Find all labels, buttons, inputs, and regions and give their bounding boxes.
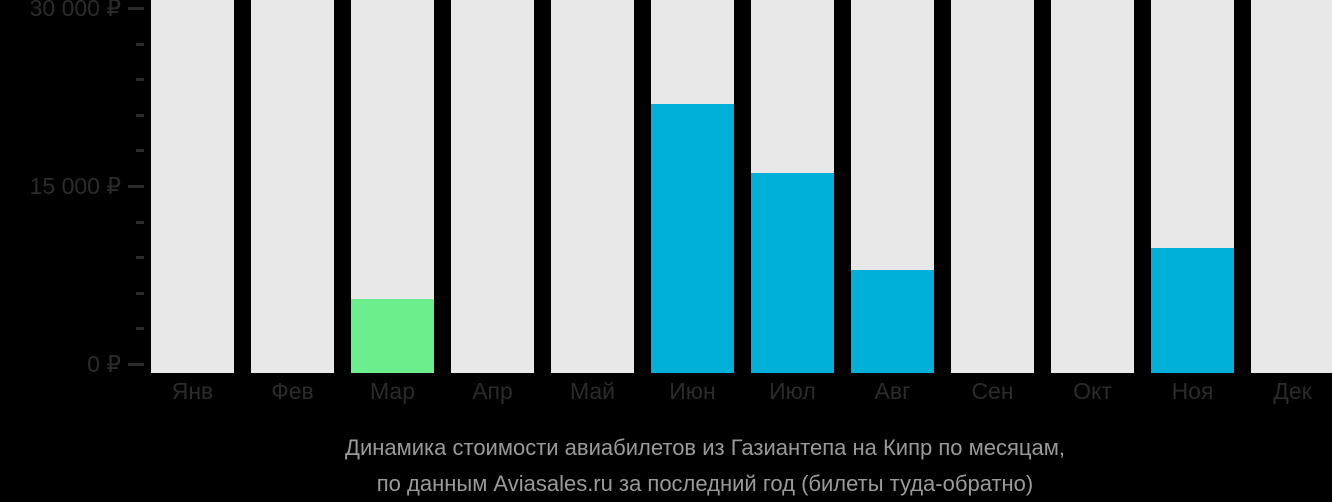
y-tick-minor	[136, 43, 144, 46]
chart-caption-line1: Динамика стоимости авиабилетов из Газиан…	[345, 435, 1065, 460]
bar-track	[151, 0, 234, 373]
y-tick-major	[128, 363, 144, 366]
bar-track	[951, 0, 1034, 373]
bar-column[interactable]: Мар	[351, 0, 434, 403]
x-tick-label: Июн	[669, 378, 716, 404]
bar-column[interactable]: Июл	[751, 0, 834, 403]
y-tick-minor	[136, 256, 144, 259]
chart-caption: Динамика стоимости авиабилетов из Газиан…	[78, 430, 1332, 502]
y-axis: 0 ₽ 15 000 ₽ 30 000 ₽	[0, 0, 151, 400]
y-tick-minor	[136, 327, 144, 330]
bar-column[interactable]: Ноя	[1151, 0, 1234, 403]
bar-track	[251, 0, 334, 373]
bar-column[interactable]: Июн	[651, 0, 734, 403]
bar-column[interactable]: Апр	[451, 0, 534, 403]
x-tick-label: Апр	[472, 378, 513, 404]
bar	[351, 299, 434, 373]
x-tick-label: Окт	[1073, 378, 1112, 404]
x-tick-label: Июл	[769, 378, 816, 404]
y-tick-major	[128, 7, 144, 10]
bars-area: Янв Фев Мар Апр Май Июн Июл Авг Сен Окт Ноя Дек	[151, 0, 1332, 403]
bar-column[interactable]: Май	[551, 0, 634, 403]
x-tick-label: Янв	[171, 378, 214, 404]
y-tick-major	[128, 185, 144, 188]
bar-column[interactable]: Авг	[851, 0, 934, 403]
y-tick-minor	[136, 78, 144, 81]
y-tick-label: 0 ₽	[87, 351, 121, 377]
y-tick-label: 15 000 ₽	[29, 173, 121, 199]
bar-column[interactable]: Окт	[1051, 0, 1134, 403]
y-tick-label: 30 000 ₽	[29, 0, 121, 21]
y-tick-minor	[136, 114, 144, 117]
x-tick-label: Дек	[1273, 378, 1312, 404]
chart-caption-line2: по данным Aviasales.ru за последний год …	[376, 471, 1034, 496]
bar-track	[551, 0, 634, 373]
bar-column[interactable]: Дек	[1251, 0, 1332, 403]
x-tick-label: Май	[569, 378, 616, 404]
x-tick-label: Сен	[971, 378, 1014, 404]
bar	[751, 173, 834, 373]
bar	[851, 270, 934, 373]
bar	[1151, 248, 1234, 373]
bar-track	[1251, 0, 1332, 373]
bar-track	[1051, 0, 1134, 373]
x-tick-label: Мар	[369, 378, 415, 404]
bar-track	[451, 0, 534, 373]
bar-column[interactable]: Сен	[951, 0, 1034, 403]
y-tick-minor	[136, 292, 144, 295]
y-tick-minor	[136, 149, 144, 152]
x-tick-label: Фев	[271, 378, 314, 404]
x-tick-label: Авг	[874, 378, 911, 404]
y-tick-minor	[136, 221, 144, 224]
bar	[651, 104, 734, 373]
bar-column[interactable]: Фев	[251, 0, 334, 403]
bar-column[interactable]: Янв	[151, 0, 234, 403]
x-tick-label: Ноя	[1171, 378, 1214, 404]
